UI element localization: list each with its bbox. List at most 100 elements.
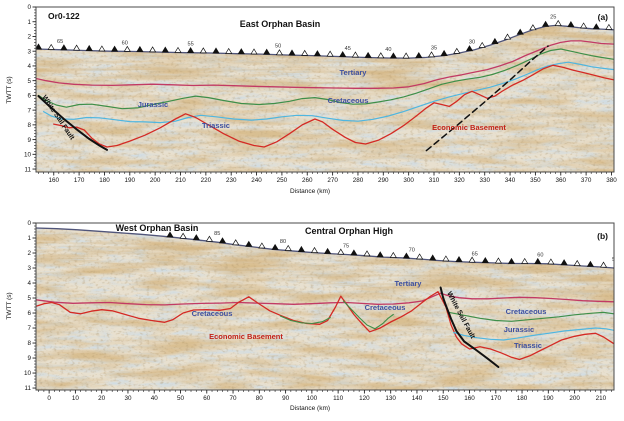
obs-triangle — [232, 239, 240, 246]
x-tick-label: 10 — [72, 395, 80, 402]
obs-triangle — [192, 234, 200, 241]
y-tick-label: 2 — [27, 34, 31, 41]
obs-triangle — [491, 37, 499, 44]
obs-triangle — [547, 258, 555, 265]
horizon-base-cretaceous-2 — [342, 300, 394, 330]
obs-triangle — [310, 246, 319, 253]
y-tick-label: 4 — [27, 280, 31, 287]
obs-triangle — [605, 23, 613, 30]
obs-markers: 85 80 75 70 65 60 55 — [166, 231, 614, 269]
x-axis: 0 10 20 30 40 50 60 70 80 90 100 110 120 130 140 150 160… — [38, 390, 612, 402]
obs-triangle — [442, 255, 450, 262]
x-axis-title-b: Distance (km) — [290, 405, 330, 412]
y-tick-label: 4 — [27, 63, 31, 70]
x-tick-label: 50 — [177, 395, 185, 402]
obs-triangle — [166, 231, 174, 238]
y-tick-label: 5 — [27, 78, 31, 85]
obs-triangle — [453, 47, 461, 54]
panel-b-title-west: West Orphan Basin — [116, 223, 199, 233]
obs-triangle — [554, 19, 562, 26]
tertiary-label-a: Tertiary — [340, 68, 368, 77]
obs-triangle — [337, 248, 345, 255]
horizon-base-tertiary — [36, 292, 614, 306]
y-tick-label: 0 — [27, 220, 31, 227]
y-tick-label: 11 — [24, 166, 31, 173]
obs-triangle — [592, 23, 600, 30]
x-tick-label: 360 — [556, 177, 567, 184]
obs-triangle — [110, 45, 119, 52]
x-tick-label: 120 — [359, 395, 370, 402]
obs-number: 25 — [550, 15, 556, 21]
x-tick-label: 260 — [302, 177, 313, 184]
x-tick-label: 280 — [353, 177, 364, 184]
obs-number: 45 — [345, 46, 351, 52]
obs-triangle — [161, 46, 169, 53]
x-tick-label: 320 — [454, 177, 465, 184]
y-tick-label: 3 — [27, 48, 31, 55]
obs-triangle — [586, 260, 595, 267]
x-tick-label: 310 — [429, 177, 440, 184]
obs-number: 40 — [385, 47, 391, 53]
obs-triangle — [225, 47, 233, 54]
cretaceous-label-b3: Cretaceous — [506, 307, 547, 316]
horizon-lines — [36, 291, 614, 361]
horizon-jurassic-horizon — [453, 327, 614, 341]
fault-white-sail-fault — [37, 95, 108, 151]
panel-a-title: East Orphan Basin — [240, 19, 321, 29]
obs-triangle — [284, 244, 292, 251]
obs-triangle — [402, 252, 411, 259]
obs-triangle — [516, 28, 524, 35]
obs-triangle — [60, 44, 68, 51]
obs-triangle — [494, 257, 503, 264]
obs-triangle — [179, 232, 187, 239]
obs-triangle — [148, 46, 157, 53]
x-tick-label: 110 — [333, 395, 344, 402]
y-tick-label: 9 — [27, 355, 31, 362]
obs-triangle — [85, 44, 93, 51]
obs-triangle — [503, 33, 512, 40]
fault-basement-fault-dashed — [425, 45, 549, 152]
obs-triangle — [478, 41, 486, 48]
y-tick-label: 11 — [24, 385, 31, 392]
horizon-economic-basement-top — [36, 291, 614, 361]
x-tick-label: 160 — [464, 395, 475, 402]
obs-triangle — [468, 256, 476, 263]
panel-a-corner-label: (a) — [598, 12, 609, 22]
obs-triangle — [521, 257, 529, 264]
x-tick-label: 210 — [596, 395, 607, 402]
obs-triangle — [541, 20, 550, 27]
obs-triangle — [288, 49, 296, 56]
y-tick-label: 6 — [27, 93, 31, 100]
obs-triangle — [389, 52, 398, 59]
obs-triangle — [218, 237, 227, 244]
obs-triangle — [136, 45, 144, 52]
obs-triangle — [560, 259, 568, 266]
y-axis: 0 1 2 3 4 5 6 7 8 9 10 11 — [24, 4, 36, 173]
y-tick-label: 3 — [27, 265, 31, 272]
obs-triangle — [440, 49, 448, 56]
panel-b-title-central: Central Orphan High — [305, 226, 393, 236]
x-tick-label: 370 — [581, 177, 592, 184]
obs-triangle — [377, 52, 385, 59]
horizon-base-cretaceous-3 — [447, 311, 614, 322]
obs-triangle — [465, 45, 474, 52]
x-tick-label: 40 — [151, 395, 159, 402]
obs-triangle — [363, 250, 371, 257]
y-tick-label: 8 — [27, 340, 31, 347]
obs-triangle — [351, 51, 360, 58]
obs-number: 60 — [122, 40, 128, 46]
x-tick-label: 210 — [175, 177, 186, 184]
y-tick-label: 1 — [27, 235, 31, 242]
y-tick-label: 6 — [27, 310, 31, 317]
x-tick-label: 350 — [530, 177, 541, 184]
cretaceous-label-a: Cretaceous — [328, 96, 369, 105]
obs-triangle — [364, 51, 372, 58]
obs-triangle — [123, 45, 131, 52]
obs-number: 50 — [275, 44, 281, 50]
obs-number: 80 — [280, 239, 286, 245]
x-tick-label: 170 — [491, 395, 502, 402]
obs-number: 85 — [214, 231, 220, 237]
jurassic-label-b: Jurassic — [504, 325, 534, 334]
x-tick-label: 30 — [124, 395, 132, 402]
